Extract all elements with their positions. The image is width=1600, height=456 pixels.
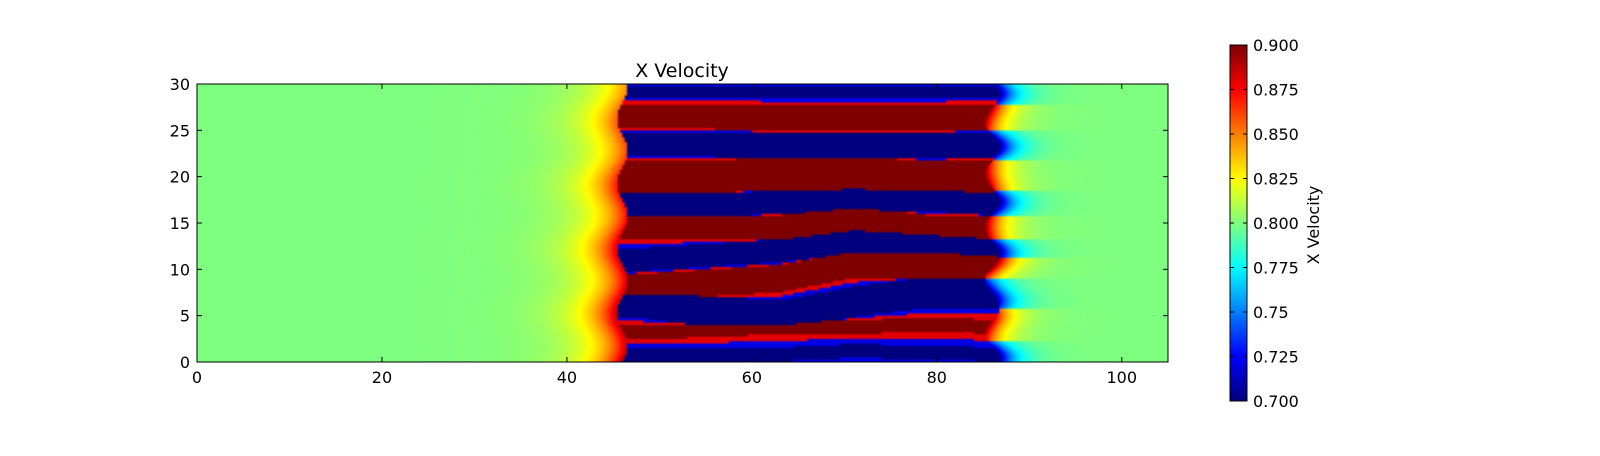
colorbar-tick-label: 0.875 [1253, 81, 1299, 100]
x-tick-label: 100 [1106, 368, 1137, 387]
colorbar-label: X Velocity [1304, 186, 1323, 265]
colorbar-gradient [1230, 45, 1247, 401]
heatmap-image [197, 84, 1168, 362]
colorbar-tick-label: 0.775 [1253, 259, 1299, 278]
x-tick-label: 60 [742, 368, 762, 387]
x-axis-ticks: 0 20 40 60 80 100 [192, 84, 1137, 387]
y-tick-label: 5 [180, 307, 190, 326]
colorbar-tick-label: 0.700 [1253, 392, 1299, 411]
colorbar-tick-label: 0.825 [1253, 170, 1299, 189]
x-tick-label: 20 [372, 368, 392, 387]
colorbar-tick-label: 0.725 [1253, 348, 1299, 367]
colorbar: 0.900 0.875 0.850 0.825 0.800 0.775 0.75 0.725 0… [1229, 36, 1323, 411]
y-tick-label: 10 [170, 260, 190, 279]
y-tick-label: 20 [170, 168, 190, 187]
colorbar-tick-label: 0.850 [1253, 125, 1299, 144]
x-tick-label: 80 [927, 368, 947, 387]
x-tick-label: 40 [557, 368, 577, 387]
colorbar-ticks: 0.900 0.875 0.850 0.825 0.800 0.775 0.75 0.725 0… [1230, 36, 1299, 411]
x-tick-label: 0 [192, 368, 202, 387]
colorbar-tick-label: 0.75 [1253, 303, 1289, 322]
plot-area: 0 20 40 60 80 100 0 5 10 15 20 25 30 [170, 75, 1169, 387]
y-tick-label: 0 [180, 353, 190, 372]
y-tick-label: 15 [170, 214, 190, 233]
y-axis-ticks: 0 5 10 15 20 25 30 [170, 75, 1168, 372]
y-tick-label: 30 [170, 75, 190, 94]
y-tick-label: 25 [170, 121, 190, 140]
chart-title: X Velocity [635, 60, 729, 82]
colorbar-tick-label: 0.800 [1253, 214, 1299, 233]
colorbar-tick-label: 0.900 [1253, 36, 1299, 55]
